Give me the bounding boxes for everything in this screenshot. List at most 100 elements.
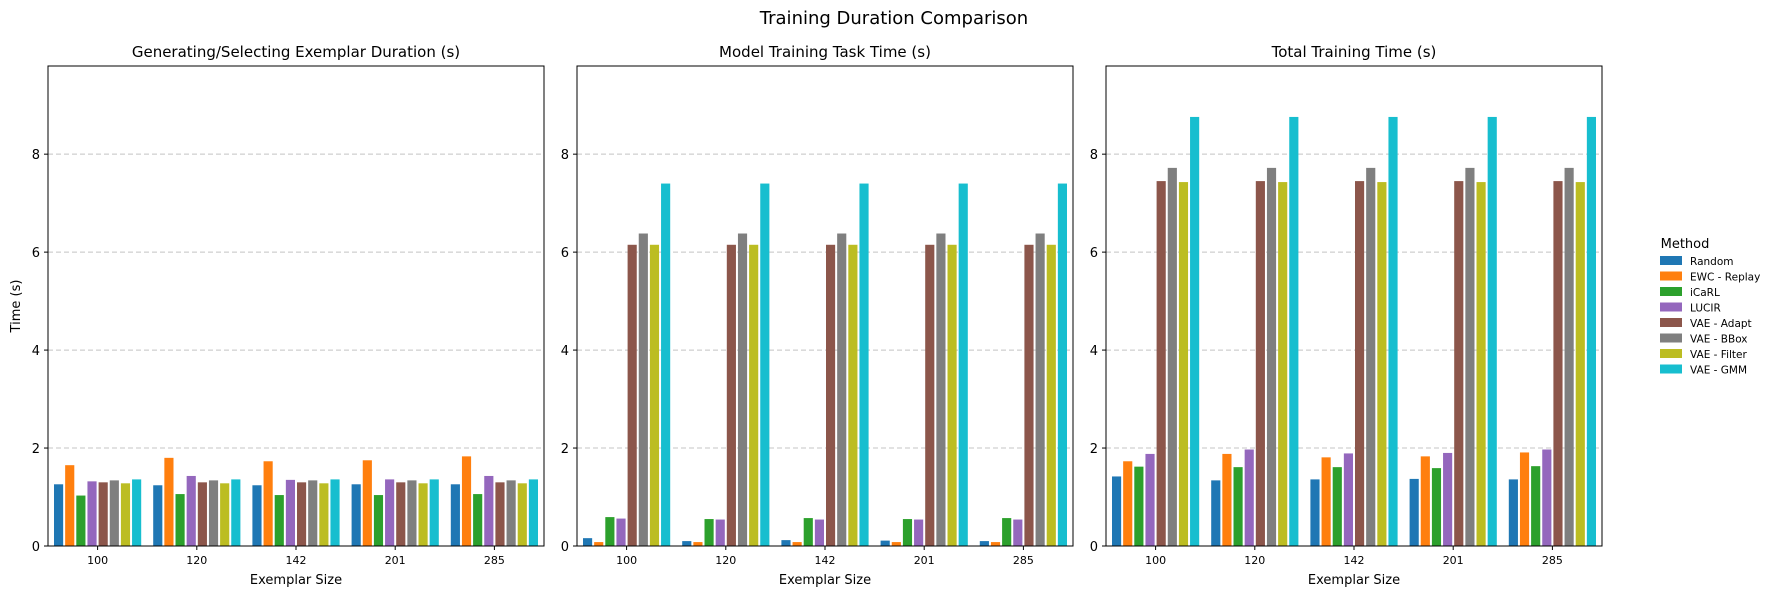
bar xyxy=(132,479,142,546)
bar xyxy=(1366,167,1376,546)
bar xyxy=(1024,244,1034,546)
panel-title: Total Training Time (s) xyxy=(1271,43,1437,61)
bar xyxy=(109,480,119,546)
bar xyxy=(814,519,824,546)
bar xyxy=(1519,452,1530,546)
plot-frame xyxy=(47,65,545,547)
bar xyxy=(197,482,207,546)
bar xyxy=(715,519,725,546)
bar xyxy=(517,483,527,546)
bar xyxy=(208,480,219,546)
legend-swatch xyxy=(1660,271,1682,281)
bar xyxy=(1278,182,1288,546)
bar xyxy=(1123,461,1133,546)
bar xyxy=(781,540,791,546)
bar xyxy=(164,457,174,546)
bar xyxy=(1211,480,1221,546)
x-tick-label: 285 xyxy=(1013,554,1034,567)
bar xyxy=(1222,453,1232,546)
x-tick-label: 142 xyxy=(815,554,836,567)
bar xyxy=(627,244,637,546)
bar xyxy=(1167,167,1177,546)
y-tick-label: 2 xyxy=(32,442,40,457)
bar xyxy=(1255,181,1265,546)
bar xyxy=(760,183,770,547)
x-tick-label: 201 xyxy=(385,554,406,567)
x-axis-label: Exemplar Size xyxy=(250,573,342,588)
bar xyxy=(87,481,97,546)
bar xyxy=(837,233,847,546)
y-tick-label: 0 xyxy=(561,540,569,555)
legend-swatch xyxy=(1660,287,1682,296)
bar xyxy=(495,482,505,546)
bar xyxy=(1420,456,1430,546)
plot-frame xyxy=(576,65,1074,547)
bar xyxy=(65,465,75,546)
plot-frame xyxy=(1105,65,1603,547)
bar xyxy=(1409,478,1419,546)
x-tick-label: 120 xyxy=(1244,554,1265,567)
legend-entries: Random EWC - Replay iCaRL LUCIR VAE - Adapt V… xyxy=(1660,256,1760,377)
panel-title: Model Training Task Time (s) xyxy=(719,43,931,61)
bar xyxy=(1134,466,1144,546)
legend-label: VAE - BBox xyxy=(1690,334,1748,346)
y-tick-label: 0 xyxy=(1090,540,1098,555)
bar xyxy=(638,233,648,546)
bar xyxy=(1112,476,1122,546)
x-tick-label: 142 xyxy=(286,554,307,567)
bar xyxy=(1013,519,1023,546)
legend-swatch xyxy=(1660,302,1682,312)
bar xyxy=(506,480,516,546)
bar xyxy=(1244,449,1254,546)
bar xyxy=(1564,167,1574,546)
legend-swatch xyxy=(1660,318,1682,327)
bar xyxy=(285,479,295,546)
bar xyxy=(1586,116,1596,546)
bar xyxy=(297,482,307,546)
bar xyxy=(704,519,714,546)
bar xyxy=(186,475,196,546)
bar xyxy=(1002,518,1012,546)
chart-panel-1: Generating/Selecting Exemplar Duration (… xyxy=(9,43,545,588)
bar xyxy=(1454,181,1464,546)
legend-label: LUCIR xyxy=(1690,303,1721,315)
bar xyxy=(792,542,802,546)
bar xyxy=(1310,479,1320,546)
x-tick-label: 285 xyxy=(484,554,505,567)
bar xyxy=(461,456,472,546)
bar xyxy=(220,483,230,546)
bar xyxy=(308,480,318,546)
y-tick-label: 4 xyxy=(32,344,40,359)
bar xyxy=(1046,244,1056,546)
bar xyxy=(1145,453,1155,546)
y-tick-label: 2 xyxy=(561,442,569,457)
bar xyxy=(1508,479,1518,546)
legend-swatch xyxy=(1660,364,1682,374)
bar xyxy=(737,233,748,546)
bar xyxy=(726,244,736,546)
x-tick-label: 100 xyxy=(1145,554,1166,567)
y-tick-label: 0 xyxy=(32,540,40,555)
legend-swatch xyxy=(1660,349,1682,358)
bar xyxy=(274,495,284,546)
bar xyxy=(693,542,703,546)
bar xyxy=(1156,181,1166,546)
bar xyxy=(263,461,273,546)
legend-label: Random xyxy=(1690,256,1733,268)
bar xyxy=(54,484,64,546)
bar xyxy=(1190,116,1200,546)
bar xyxy=(1377,182,1387,546)
bar xyxy=(231,479,241,546)
bar xyxy=(153,485,163,546)
y-axis-label: Time (s) xyxy=(9,280,24,334)
bar xyxy=(418,483,428,546)
legend-swatch xyxy=(1660,333,1682,343)
bar xyxy=(649,244,660,546)
panel-title: Generating/Selecting Exemplar Duration (… xyxy=(132,43,460,61)
bar xyxy=(979,541,989,546)
bar xyxy=(362,460,372,546)
bar xyxy=(859,183,869,547)
bar xyxy=(1575,182,1585,546)
chart-panel-2: Model Training Task Time (s) 0 2 4 6 8 100 120 1… xyxy=(561,43,1074,588)
